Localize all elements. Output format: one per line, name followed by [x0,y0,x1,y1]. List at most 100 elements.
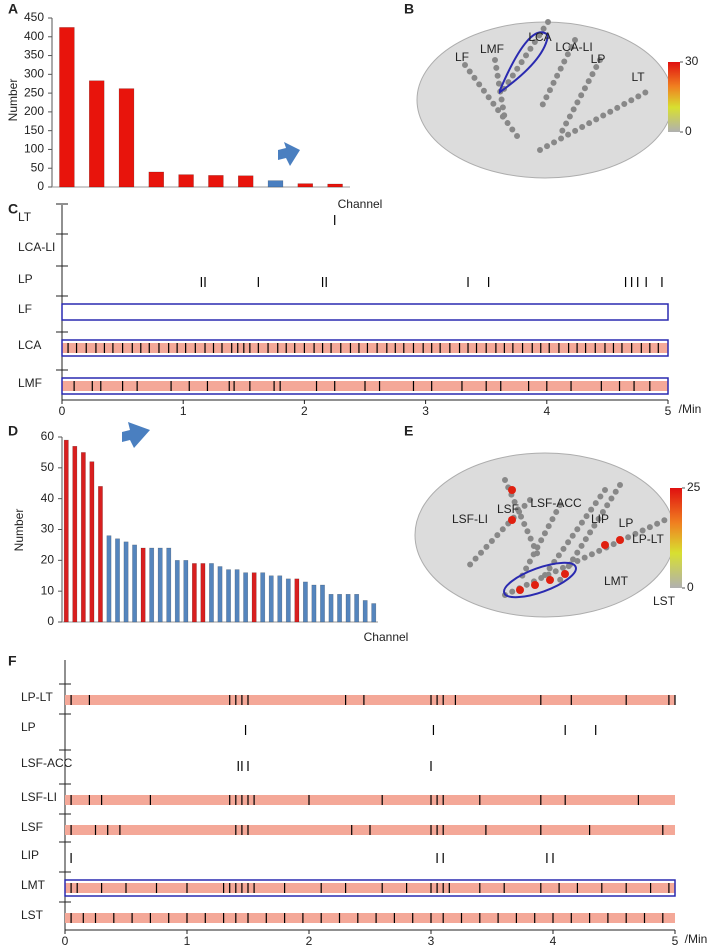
electrode-label: LP [591,52,606,66]
highlight-band [62,343,668,353]
bar [285,578,291,623]
bar [59,27,75,188]
bar [251,572,257,623]
electrode-label: LCA-LI [555,40,592,54]
row-box [61,339,669,357]
panel-label: A [8,1,18,17]
bar [183,560,189,623]
bar [294,578,300,623]
bar [118,88,135,188]
bar [200,563,206,623]
electrode-label: LT [631,70,645,84]
y-tick-label: 350 [24,48,44,62]
bar [98,486,103,623]
panel-label: E [404,423,413,439]
colorbar-tick-label: 30 [685,54,699,68]
bar [140,547,146,623]
row-label: LSF-ACC [21,756,73,770]
bar [297,183,314,188]
row-label: LIP [21,848,39,862]
colorbar-tick-label: 25 [687,480,701,494]
bar [123,541,129,623]
x-tick-label: 2 [301,404,308,418]
electrode-label: LSF-ACC [530,496,582,510]
colorbar [668,62,680,132]
y-tick-label: 300 [24,67,44,81]
bar [327,183,343,188]
row-label: LSF [21,820,43,834]
highlight-band [65,913,675,923]
bar [63,439,69,623]
x-axis-label: /Min [679,402,702,416]
x-tick-label: 2 [306,934,313,948]
y-tick-label: 100 [24,142,44,156]
panel-label: C [8,201,18,217]
bar [260,572,266,623]
bar [191,563,197,623]
panel-label: D [8,423,18,439]
x-tick-label: 5 [672,934,679,948]
row-box [64,879,676,897]
colorbar [670,488,682,588]
brain-image [414,452,676,618]
electrode-label: LSF-LI [452,512,488,526]
bar [345,594,351,623]
x-tick-label: 1 [180,404,187,418]
colorbar-tick-label: 0 [685,124,692,138]
row-label: LT [18,210,32,224]
row-label: LP-LT [21,690,53,704]
bar [89,461,95,623]
y-tick-label: 200 [24,104,44,118]
bar [320,584,325,623]
y-tick-label: 60 [41,429,55,443]
bar [166,547,172,623]
bar [209,563,214,623]
y-tick-label: 0 [37,179,44,193]
x-tick-label: 0 [59,404,66,418]
bar [268,575,274,623]
x-axis-label: Channel [364,630,409,644]
bar [178,174,194,188]
bar [267,180,284,188]
panel-label: F [8,653,17,669]
bar [72,446,78,623]
colorbar-tick-label: 0 [687,580,694,594]
bar [243,572,249,623]
row-label: LSF-LI [21,790,57,804]
panel-label: B [404,1,414,17]
bar [208,175,224,188]
row-label: LP [18,272,33,286]
y-tick-label: 10 [41,583,55,597]
row-label: LCA [18,338,41,352]
x-tick-label: 3 [428,934,435,948]
row-box [61,377,669,395]
electrode-label: LF [455,50,469,64]
bar [115,538,120,623]
x-axis-label: /Min [685,932,708,946]
bar [234,569,240,623]
row-label: LF [18,302,32,316]
highlight-band [65,883,675,893]
bar [311,584,317,623]
electrode-label: LST [653,594,676,608]
highlight-band [65,695,675,705]
bar [362,600,368,623]
bar [174,560,180,623]
bar [217,566,223,623]
bar [277,575,283,623]
y-tick-label: 400 [24,29,44,43]
bar [157,547,163,623]
electrode-label: LMF [480,42,504,56]
bar [106,535,112,623]
row-label: LP [21,720,36,734]
bar [148,171,165,188]
y-tick-label: 450 [24,10,44,24]
x-axis-label: Channel [338,197,383,211]
x-tick-label: 5 [665,404,672,418]
y-tick-label: 0 [47,614,54,628]
bar [371,603,377,623]
arrow [278,142,300,166]
y-tick-label: 40 [41,491,55,505]
bar [337,594,342,623]
electrode-label: LIP [591,512,609,526]
